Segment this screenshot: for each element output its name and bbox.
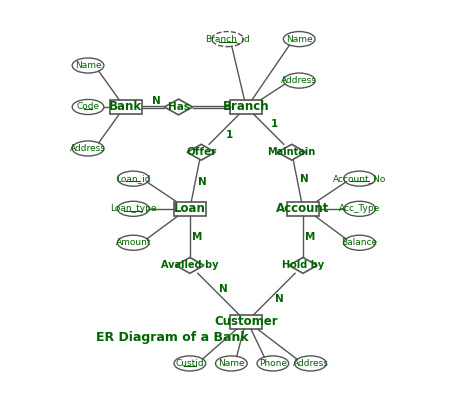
Text: N: N <box>219 284 228 294</box>
Text: Code: Code <box>76 102 100 111</box>
Text: Amount: Amount <box>116 238 151 247</box>
Text: Availed by: Availed by <box>161 260 219 271</box>
Text: Branch: Branch <box>223 100 270 113</box>
Polygon shape <box>176 258 204 273</box>
FancyBboxPatch shape <box>174 202 206 216</box>
Polygon shape <box>187 144 215 160</box>
Ellipse shape <box>283 32 315 47</box>
Text: Offer: Offer <box>186 147 216 157</box>
Text: Account_No: Account_No <box>333 174 386 183</box>
Polygon shape <box>289 258 317 273</box>
Text: N: N <box>275 294 284 305</box>
Text: Address: Address <box>281 76 317 85</box>
Text: Custid: Custid <box>175 359 204 368</box>
Ellipse shape <box>118 235 149 250</box>
Ellipse shape <box>72 58 104 73</box>
Text: 1: 1 <box>270 119 278 129</box>
FancyBboxPatch shape <box>287 202 319 216</box>
Text: Bank: Bank <box>109 100 142 113</box>
Ellipse shape <box>212 32 244 47</box>
Text: Loan_type: Loan_type <box>110 204 156 213</box>
Text: Customer: Customer <box>215 316 278 329</box>
Text: Hold by: Hold by <box>282 260 324 271</box>
Ellipse shape <box>118 201 149 216</box>
Text: Account: Account <box>276 202 330 215</box>
Text: N: N <box>301 175 309 184</box>
Text: Has: Has <box>167 102 190 112</box>
Ellipse shape <box>283 73 315 88</box>
Text: M: M <box>305 232 316 242</box>
Text: Acc_Type: Acc_Type <box>339 204 380 213</box>
Ellipse shape <box>295 356 327 371</box>
Ellipse shape <box>118 171 149 186</box>
Text: Maintain: Maintain <box>267 147 316 157</box>
Text: Name: Name <box>218 359 245 368</box>
Text: N: N <box>199 177 207 187</box>
Text: Loan: Loan <box>174 202 206 215</box>
Text: Name: Name <box>75 61 101 70</box>
Text: Address: Address <box>70 144 106 153</box>
Text: Balance: Balance <box>341 238 378 247</box>
Text: 1: 1 <box>226 130 233 139</box>
Text: ER Diagram of a Bank: ER Diagram of a Bank <box>96 331 248 344</box>
Ellipse shape <box>216 356 247 371</box>
Text: Loan_id: Loan_id <box>116 174 151 183</box>
Polygon shape <box>278 144 306 160</box>
FancyBboxPatch shape <box>109 100 142 114</box>
Text: N: N <box>152 96 161 106</box>
Text: M: M <box>192 232 202 242</box>
FancyBboxPatch shape <box>230 315 263 329</box>
FancyBboxPatch shape <box>230 100 263 114</box>
Polygon shape <box>164 99 193 115</box>
Ellipse shape <box>344 201 375 216</box>
Text: Address: Address <box>292 359 328 368</box>
Text: Branch_id: Branch_id <box>205 35 250 43</box>
Ellipse shape <box>344 235 375 250</box>
Ellipse shape <box>344 171 375 186</box>
Ellipse shape <box>72 100 104 115</box>
Ellipse shape <box>174 356 206 371</box>
Text: Name: Name <box>286 35 312 43</box>
Text: Phone: Phone <box>259 359 287 368</box>
Ellipse shape <box>257 356 289 371</box>
Ellipse shape <box>72 141 104 156</box>
